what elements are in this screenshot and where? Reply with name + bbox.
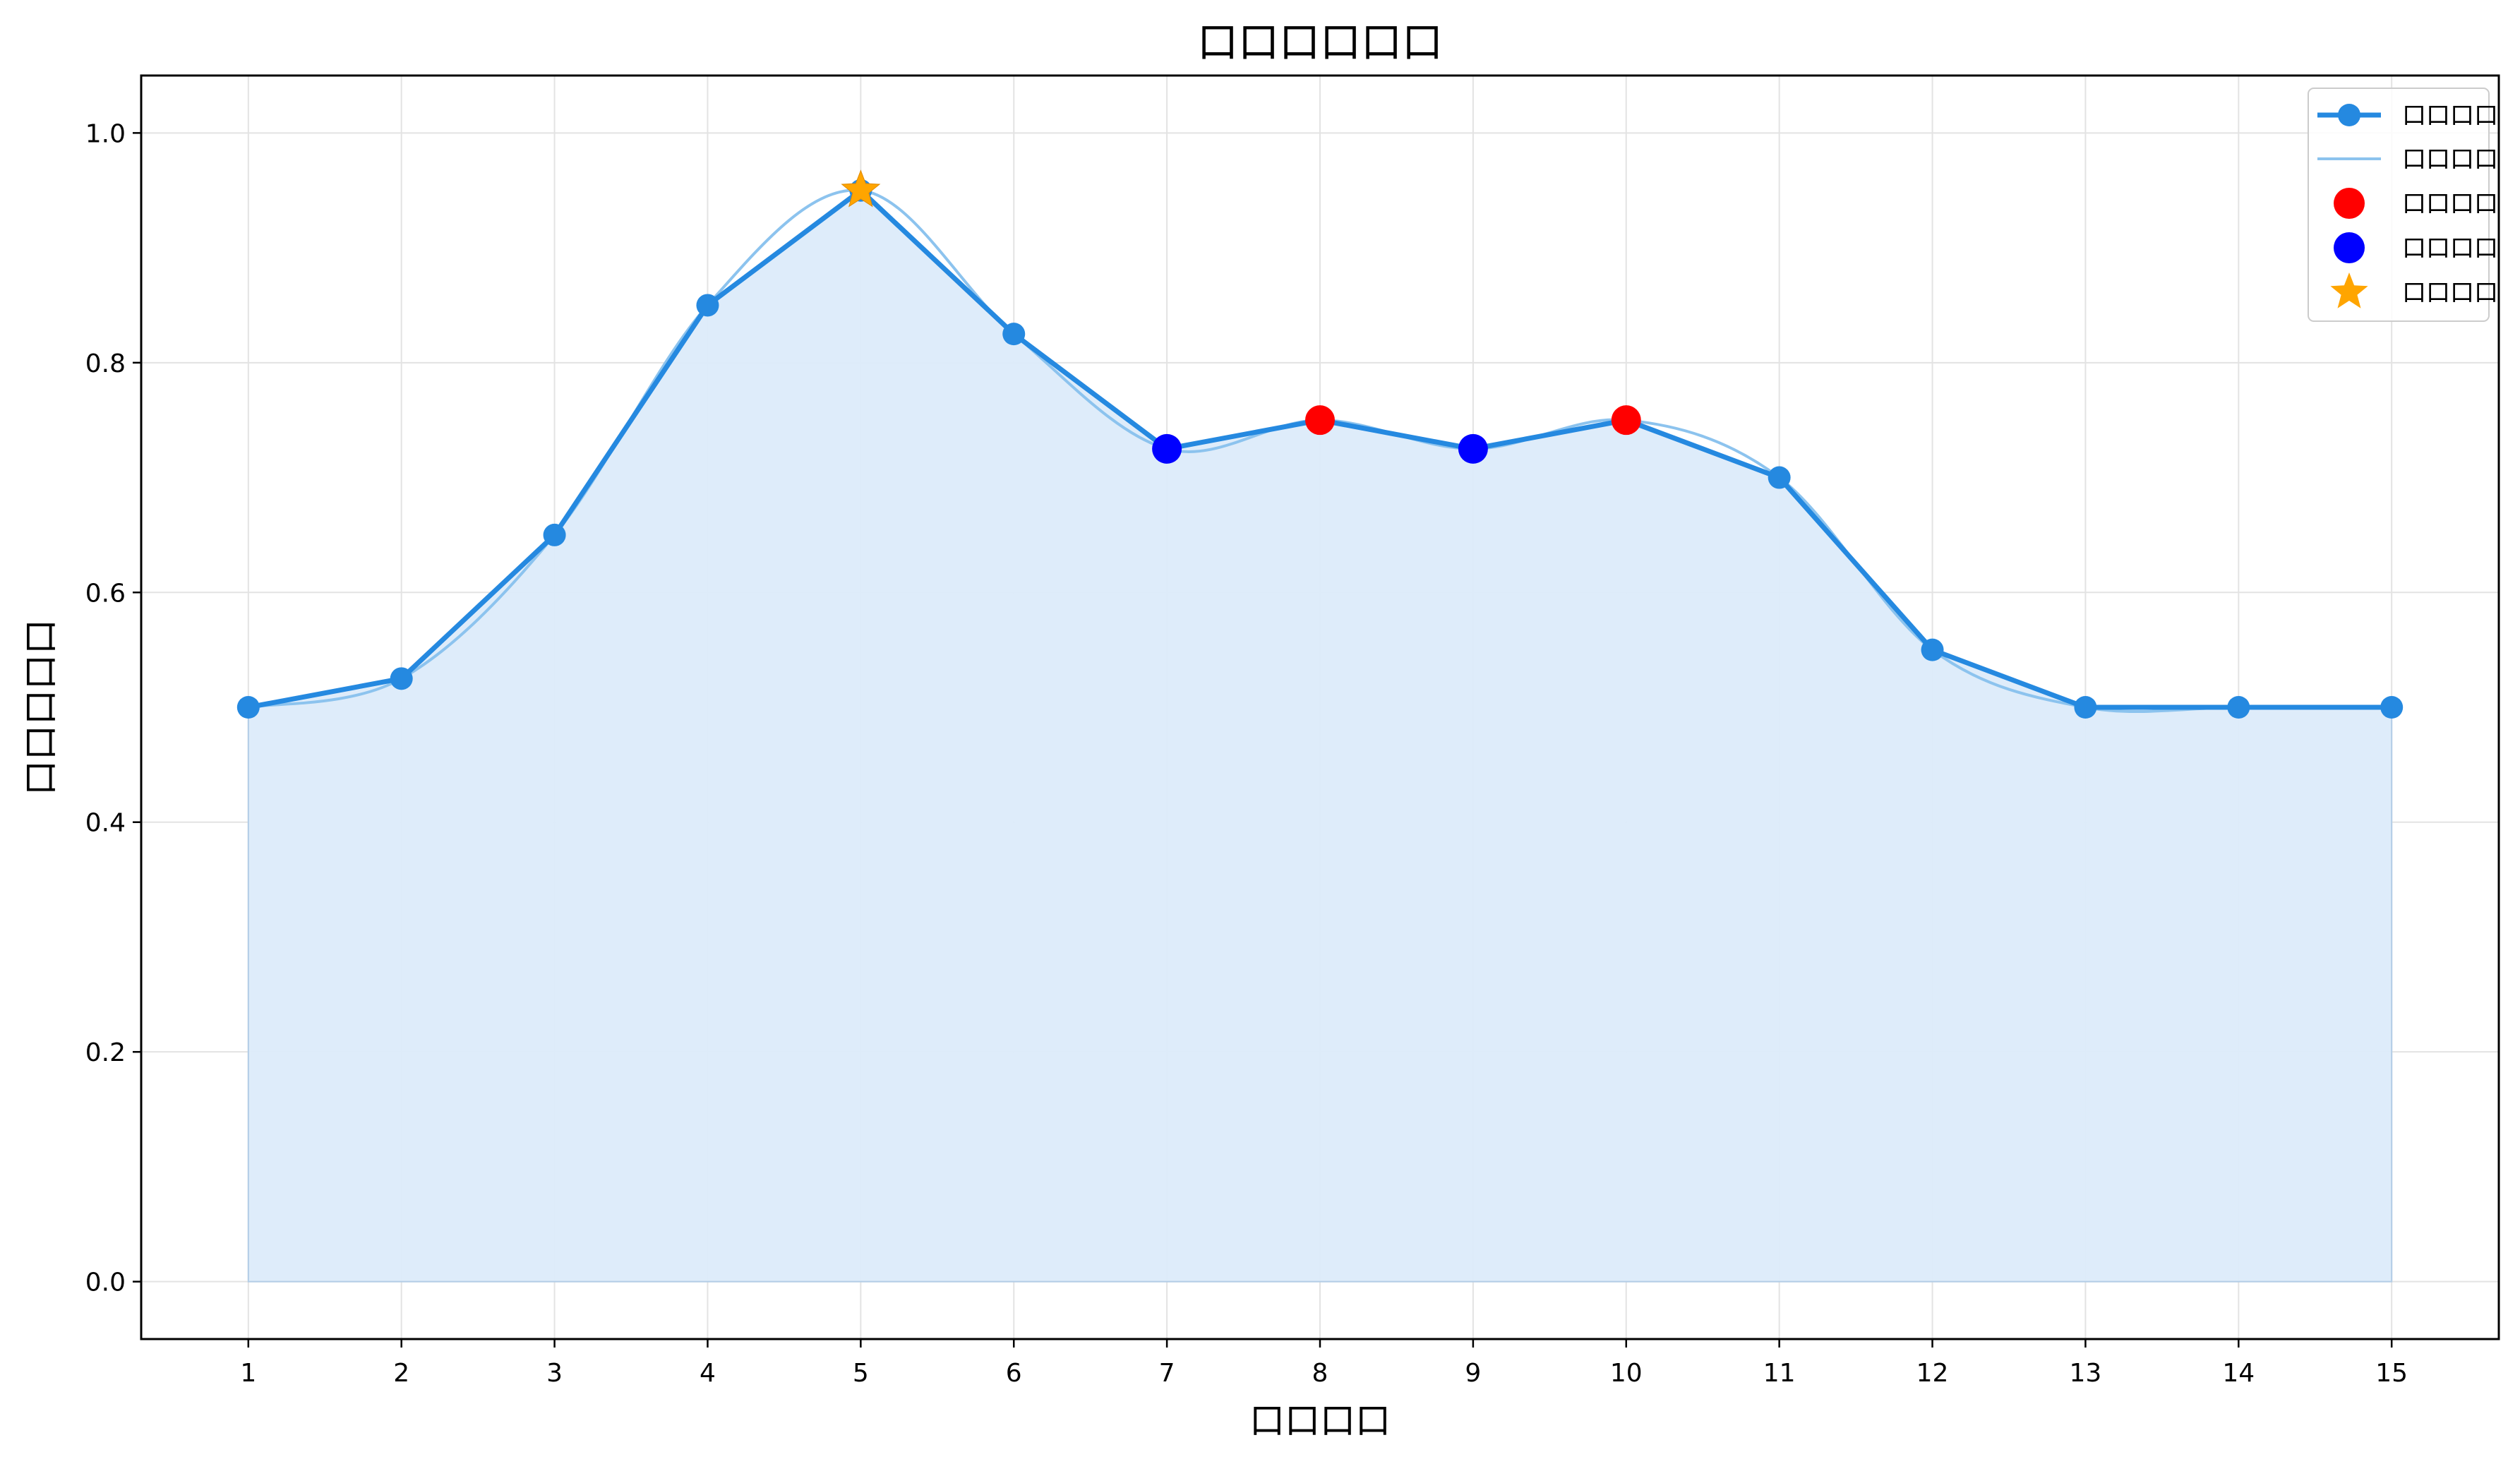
x-tick-label: 13: [2070, 1359, 2102, 1388]
peak-point: [1305, 405, 1335, 436]
x-tick-label: 4: [700, 1359, 716, 1388]
y-tick-label: 1.0: [85, 119, 126, 148]
main-point: [390, 667, 413, 690]
x-tick-label: 2: [393, 1359, 409, 1388]
x-tick-label: 15: [2375, 1359, 2408, 1388]
x-tick-label: 11: [1763, 1359, 1796, 1388]
y-tick-label: 0.2: [85, 1038, 126, 1067]
legend-label-smooth-curve: 口口口口: [2402, 145, 2498, 174]
x-tick-label: 14: [2222, 1359, 2255, 1388]
legend: 口口口口 口口口口 口口口口 口口口口 口口口口: [2308, 88, 2498, 322]
tick-layer: 1 2 3 4 5 6 7 8 9 10 11 12 13 14 150.00.20.40.60.81.0: [85, 119, 2408, 1388]
legend-label-peaks: 口口口口: [2402, 190, 2498, 218]
legend-label-valleys: 口口口口: [2402, 234, 2498, 263]
y-tick-label: 0.0: [85, 1268, 126, 1297]
x-tick-label: 9: [1465, 1359, 1481, 1388]
main-point: [2074, 696, 2097, 719]
legend-label-max-star: 口口口口: [2402, 279, 2498, 307]
x-tick-label: 8: [1312, 1359, 1328, 1388]
y-tick-label: 0.6: [85, 579, 126, 608]
x-tick-label: 10: [1610, 1359, 1643, 1388]
valley-point: [1458, 433, 1488, 464]
y-axis-title: 口口口口口: [20, 619, 61, 796]
main-point: [2380, 696, 2404, 719]
legend-label-main-line: 口口口口: [2402, 102, 2498, 130]
max-star-point: [841, 169, 881, 208]
x-tick-label: 3: [546, 1359, 563, 1388]
x-tick-label: 12: [1916, 1359, 1949, 1388]
x-tick-label: 7: [1159, 1359, 1175, 1388]
y-tick-label: 0.8: [85, 349, 126, 378]
marker-layer: [236, 169, 2404, 719]
legend-box: [2308, 88, 2490, 322]
main-point: [236, 696, 260, 719]
legend-valley-marker: [2334, 232, 2365, 263]
x-axis-title: 口口口口: [1249, 1400, 1391, 1441]
main-point: [1002, 323, 1026, 346]
main-point: [1768, 466, 1791, 489]
valley-point: [1152, 433, 1182, 464]
main-point: [2227, 696, 2250, 719]
x-tick-label: 6: [1006, 1359, 1022, 1388]
legend-line-marker: [2338, 104, 2360, 126]
main-point: [1921, 638, 1944, 661]
legend-star-marker: [2330, 272, 2368, 308]
x-tick-label: 1: [240, 1359, 256, 1388]
y-tick-label: 0.4: [85, 809, 126, 838]
chart-title: 口口口口口口: [1197, 18, 1443, 66]
legend-peak-marker: [2334, 188, 2365, 219]
main-point: [696, 294, 719, 317]
main-point: [543, 523, 566, 546]
peak-point: [1611, 405, 1641, 436]
x-tick-label: 5: [853, 1359, 869, 1388]
